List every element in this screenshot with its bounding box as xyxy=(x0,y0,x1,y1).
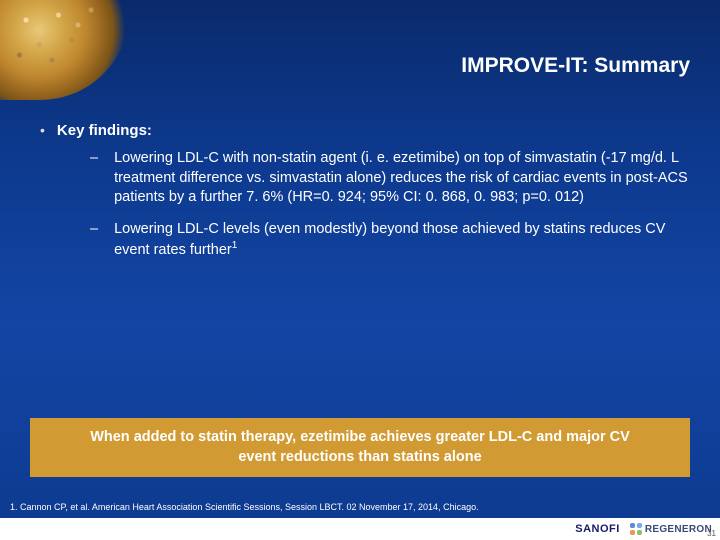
list-item: – Lowering LDL-C with non-statin agent (… xyxy=(90,149,690,208)
dash-icon: – xyxy=(90,220,98,261)
page-number: 31 xyxy=(707,529,716,538)
content-area: • Key findings: – Lowering LDL-C with no… xyxy=(40,122,690,273)
bullet-text: Lowering LDL-C levels (even modestly) be… xyxy=(114,220,690,261)
regeneron-logo-text: REGENERON xyxy=(645,524,712,535)
regeneron-logo: REGENERON xyxy=(630,523,712,535)
bullet-icon: • xyxy=(40,123,45,137)
key-findings-label: Key findings: xyxy=(57,122,152,139)
footer-bar: SANOFI REGENERON xyxy=(0,518,720,540)
decorative-particle-image xyxy=(0,0,130,100)
callout-box: When added to statin therapy, ezetimibe … xyxy=(30,418,690,477)
slide-title: IMPROVE-IT: Summary xyxy=(461,54,690,78)
slide: IMPROVE-IT: Summary • Key findings: – Lo… xyxy=(0,0,720,540)
sub-bullet-list: – Lowering LDL-C with non-statin agent (… xyxy=(90,149,690,261)
sanofi-logo: SANOFI xyxy=(575,523,620,535)
footnote-citation: 1. Cannon CP, et al. American Heart Asso… xyxy=(10,502,479,512)
regeneron-mark-icon xyxy=(630,523,642,535)
key-findings-row: • Key findings: xyxy=(40,122,690,139)
list-item: – Lowering LDL-C levels (even modestly) … xyxy=(90,220,690,261)
bullet-text: Lowering LDL-C with non-statin agent (i.… xyxy=(114,149,690,208)
dash-icon: – xyxy=(90,149,98,208)
